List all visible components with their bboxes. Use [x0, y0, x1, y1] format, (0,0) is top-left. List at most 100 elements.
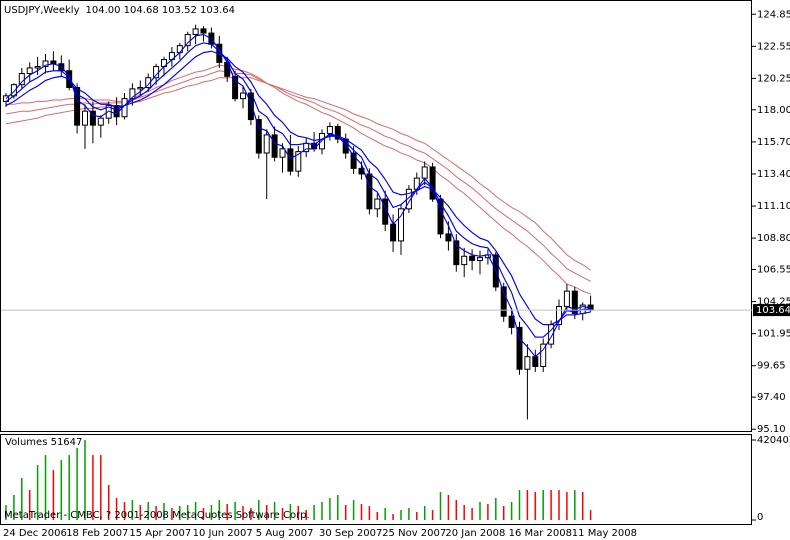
volume-bar: [526, 490, 529, 520]
candle-body: [271, 134, 278, 158]
volume-bar: [479, 502, 481, 520]
volume-bar: [558, 490, 560, 520]
volume-bar: [463, 505, 465, 520]
x-tick-label: 10 Jun 2007: [193, 528, 253, 539]
volume-bar: [107, 485, 110, 520]
ma-line: [6, 64, 591, 295]
candle-body: [374, 198, 381, 210]
volume-bar: [76, 448, 78, 520]
x-tick-label: 24 Dec 2006: [3, 528, 67, 539]
volume-bar: [265, 505, 268, 520]
volume-bar: [416, 512, 418, 520]
candle-body: [563, 290, 570, 307]
volume-bar: [100, 455, 102, 520]
volume-bar: [52, 470, 55, 520]
volume-bar: [60, 460, 63, 520]
x-tick-label: 25 Nov 2007: [382, 528, 446, 539]
y-tick-label: 122.55: [757, 41, 790, 52]
y-tick-label: 124.85: [757, 9, 790, 20]
y-tick-label: 104.25: [757, 297, 790, 308]
volume-bar: [408, 508, 410, 520]
candle-body: [153, 66, 160, 79]
volume-bar: [321, 502, 323, 520]
volume-bar: [534, 492, 537, 520]
volume-title: Volumes 51647: [5, 437, 82, 448]
volume-bar: [392, 514, 394, 520]
volume-bar: [368, 506, 371, 520]
volume-bar: [131, 500, 134, 520]
candle-body: [405, 188, 412, 210]
candle-body: [287, 148, 294, 172]
volume-bar: [226, 504, 228, 520]
price-panel: [0, 0, 752, 432]
current-price-label: 103.64: [756, 305, 790, 316]
volume-bar: [92, 455, 94, 520]
volume-bar: [589, 510, 592, 520]
candle-body: [516, 326, 523, 370]
candle-body: [366, 173, 373, 210]
volume-bar: [234, 502, 236, 520]
candle-body: [97, 117, 104, 126]
candle-body: [508, 315, 515, 328]
candle-body: [129, 88, 136, 100]
candle-body: [18, 73, 25, 86]
y-tick-label: 106.55: [757, 265, 790, 276]
volume-bar: [337, 495, 339, 520]
current-price-box: [753, 304, 790, 317]
volume-bar: [376, 512, 379, 520]
y-tick-label: 99.65: [757, 361, 786, 372]
candle-body: [571, 290, 578, 314]
candle-body: [145, 77, 152, 88]
volume-bar: [44, 455, 47, 520]
volume-bar: [179, 506, 181, 520]
candle-body: [461, 255, 468, 266]
y-tick-label: 118.00: [757, 105, 790, 116]
candle-body: [224, 61, 231, 77]
candle-body: [263, 134, 270, 154]
volume-bar: [163, 503, 165, 520]
candle-body: [429, 166, 436, 200]
volume-tick-label: 0: [757, 512, 763, 523]
candle-body: [26, 67, 33, 75]
y-tick-label: 115.70: [757, 137, 790, 148]
volume-bar: [68, 455, 70, 520]
volume-tick-label: 420407: [757, 435, 790, 446]
volume-bar: [171, 508, 173, 520]
volume-bar: [431, 510, 434, 520]
footer: MetaTrader - CMBC, ? 2001-2008 MetaQuote…: [4, 510, 310, 521]
candle-body: [532, 356, 539, 367]
volume-bar: [510, 502, 513, 520]
candle-body: [176, 45, 183, 54]
volume-bar: [352, 500, 355, 520]
volume-bar: [487, 504, 489, 520]
candle-body: [295, 151, 302, 172]
volume-bar: [344, 505, 347, 520]
volume-bar: [360, 504, 363, 520]
candle-body: [192, 28, 199, 35]
volume-bar: [115, 498, 118, 520]
candle-body: [334, 126, 341, 140]
volume-bar: [423, 506, 426, 520]
candle-body: [232, 75, 239, 100]
volume-bar: [218, 500, 221, 520]
candle-body: [421, 166, 428, 179]
volume-bar: [194, 502, 197, 520]
candle-body: [137, 86, 144, 90]
y-tick-label: 111.10: [757, 201, 790, 212]
candle-body: [437, 198, 444, 235]
volume-bar: [297, 506, 300, 520]
volume-bar: [84, 440, 86, 520]
volume-bar: [186, 505, 189, 520]
volume-bar: [313, 505, 315, 520]
volume-bar: [566, 492, 568, 520]
volume-bar: [329, 498, 331, 520]
ma-line: [5, 50, 591, 326]
volume-bar: [518, 490, 521, 520]
volume-bar: [574, 490, 576, 520]
candle-body: [82, 110, 88, 126]
candle-body: [453, 240, 460, 266]
candle-body: [42, 60, 49, 68]
volume-bar: [281, 508, 284, 520]
